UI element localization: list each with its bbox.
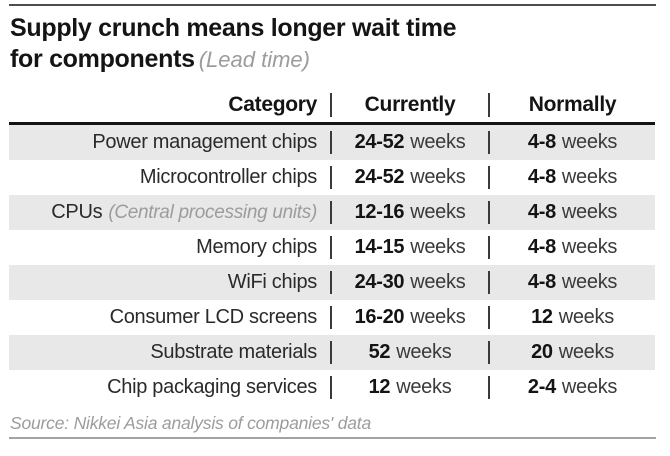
table-header-row: Category Currently Normally bbox=[9, 88, 655, 125]
category-label: Power management chips bbox=[92, 131, 317, 153]
value-unit: weeks bbox=[410, 306, 466, 328]
value-unit: weeks bbox=[410, 236, 466, 258]
currently-cell: 12 weeks bbox=[330, 376, 490, 399]
value-number: 12 bbox=[368, 376, 391, 398]
value-number: 24-52 bbox=[354, 131, 405, 153]
table-row: WiFi chips 24-30 weeks 4-8 weeks bbox=[9, 265, 655, 300]
value-unit: weeks bbox=[561, 376, 618, 398]
category-cell: WiFi chips bbox=[9, 271, 330, 294]
normally-cell: 2-4 weeks bbox=[490, 376, 655, 399]
category-cell: Microcontroller chips bbox=[9, 166, 330, 189]
value-unit: weeks bbox=[396, 341, 452, 363]
category-note: (Central processing units) bbox=[108, 202, 317, 223]
value-unit: weeks bbox=[561, 131, 618, 153]
currently-cell: 24-52 weeks bbox=[330, 131, 490, 154]
currently-cell: 14-15 weeks bbox=[330, 236, 490, 259]
category-cell: Power management chips bbox=[9, 131, 330, 154]
title-line2: for components bbox=[10, 45, 195, 73]
currently-cell: 52 weeks bbox=[330, 341, 490, 364]
table-row: Power management chips 24-52 weeks 4-8 weeks bbox=[9, 125, 655, 160]
column-header-normally: Normally bbox=[528, 93, 617, 116]
bottom-rule bbox=[9, 437, 656, 439]
normally-cell: 4-8 weeks bbox=[490, 271, 655, 294]
column-header-category: Category bbox=[228, 93, 317, 116]
category-cell: Consumer LCD screens bbox=[9, 306, 330, 329]
value-unit: weeks bbox=[561, 166, 618, 188]
value-number: 4-8 bbox=[527, 271, 556, 293]
value-unit: weeks bbox=[410, 201, 466, 223]
value-unit: weeks bbox=[561, 236, 618, 258]
value-unit: weeks bbox=[410, 166, 466, 188]
normally-cell: 12 weeks bbox=[490, 306, 655, 329]
divider-extender bbox=[9, 405, 655, 414]
value-number: 24-52 bbox=[354, 166, 405, 188]
value-number: 24-30 bbox=[354, 271, 405, 293]
chart-title: Supply crunch means longer wait time for… bbox=[10, 13, 457, 75]
value-number: 12 bbox=[531, 306, 553, 328]
table-row: Chip packaging services 12 weeks 2-4 weeks bbox=[9, 370, 655, 405]
normally-cell: 4-8 weeks bbox=[490, 201, 655, 224]
currently-cell: 24-30 weeks bbox=[330, 271, 490, 294]
title-line2-wrap: for components (Lead time) bbox=[10, 44, 456, 75]
table-row: Memory chips 14-15 weeks 4-8 weeks bbox=[9, 230, 655, 265]
value-number: 16-20 bbox=[354, 306, 405, 328]
normally-cell: 4-8 weeks bbox=[490, 166, 655, 189]
table-body: Power management chips 24-52 weeks 4-8 weeks… bbox=[9, 125, 655, 405]
source-note: Source: Nikkei Asia analysis of companie… bbox=[10, 413, 371, 433]
category-label: Consumer LCD screens bbox=[109, 306, 318, 328]
value-unit: weeks bbox=[561, 201, 618, 223]
normally-cell: 4-8 weeks bbox=[490, 236, 655, 259]
category-label: Memory chips bbox=[196, 236, 317, 258]
category-cell: Chip packaging services bbox=[9, 376, 330, 399]
column-header-currently: Currently bbox=[330, 93, 490, 117]
table-row: Substrate materials 52 weeks 20 weeks bbox=[9, 335, 655, 370]
category-cell: Substrate materials bbox=[9, 341, 330, 364]
value-number: 20 bbox=[531, 341, 553, 363]
table-row: CPUs (Central processing units) 12-16 weeks… bbox=[9, 195, 655, 230]
value-number: 4-8 bbox=[527, 201, 556, 223]
category-cell: Memory chips bbox=[9, 236, 330, 259]
normally-cell: 4-8 weeks bbox=[490, 131, 655, 154]
category-label: WiFi chips bbox=[227, 271, 318, 293]
value-number: 2-4 bbox=[527, 376, 556, 398]
lead-time-table: Category Currently Normally Power manage… bbox=[9, 88, 655, 414]
category-label: Substrate materials bbox=[150, 341, 317, 363]
category-cell: CPUs (Central processing units) bbox=[9, 201, 330, 224]
currently-cell: 12-16 weeks bbox=[330, 201, 490, 224]
value-unit: weeks bbox=[410, 271, 466, 293]
category-label: Chip packaging services bbox=[107, 376, 317, 398]
chart-subtitle: (Lead time) bbox=[198, 47, 310, 72]
category-label: CPUs bbox=[51, 201, 103, 223]
value-unit: weeks bbox=[561, 271, 618, 293]
value-number: 4-8 bbox=[527, 236, 556, 258]
table-row: Microcontroller chips 24-52 weeks 4-8 weeks bbox=[9, 160, 655, 195]
currently-cell: 16-20 weeks bbox=[330, 306, 490, 329]
value-unit: weeks bbox=[396, 376, 452, 398]
value-number: 52 bbox=[368, 341, 391, 363]
value-number: 12-16 bbox=[354, 201, 405, 223]
value-unit: weeks bbox=[558, 341, 615, 363]
value-number: 14-15 bbox=[354, 236, 405, 258]
value-number: 4-8 bbox=[527, 166, 556, 188]
top-rule bbox=[9, 4, 656, 6]
value-unit: weeks bbox=[558, 306, 615, 328]
table-row: Consumer LCD screens 16-20 weeks 12 weeks bbox=[9, 300, 655, 335]
value-unit: weeks bbox=[410, 131, 466, 153]
normally-cell: 20 weeks bbox=[490, 341, 655, 364]
value-number: 4-8 bbox=[527, 131, 556, 153]
category-label: Microcontroller chips bbox=[139, 166, 317, 188]
title-line1: Supply crunch means longer wait time bbox=[10, 14, 457, 42]
currently-cell: 24-52 weeks bbox=[330, 166, 490, 189]
